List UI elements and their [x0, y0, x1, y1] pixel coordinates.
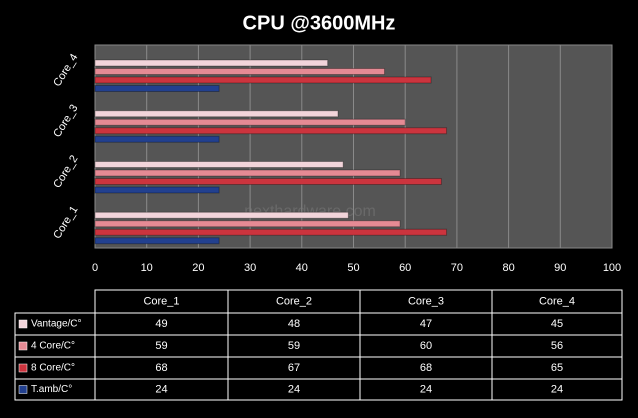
table-value: 67 [288, 362, 300, 374]
x-tick-label: 70 [451, 262, 463, 274]
table-header: Core_3 [408, 295, 444, 307]
table-value: 24 [288, 383, 300, 395]
bar [94, 85, 220, 92]
table-value: 45 [551, 318, 563, 330]
bar [94, 161, 344, 168]
table-value: 60 [420, 340, 432, 352]
x-tick-label: 90 [554, 262, 566, 274]
table-value: 59 [155, 340, 167, 352]
bar [94, 178, 442, 185]
table-value: 24 [551, 383, 563, 395]
legend-label: 4 Core/C° [31, 341, 75, 352]
x-tick-label: 100 [603, 262, 621, 274]
table-value: 65 [551, 362, 563, 374]
bar [94, 237, 220, 245]
table-value: 59 [288, 340, 300, 352]
table-value: 68 [420, 362, 432, 374]
x-tick-label: 30 [244, 262, 256, 274]
x-tick-label: 50 [347, 262, 359, 274]
table-value: 56 [551, 340, 563, 352]
chart-title: CPU @3600MHz [243, 12, 396, 34]
bar [94, 68, 386, 75]
bar [94, 211, 349, 219]
x-tick-label: 0 [92, 262, 98, 274]
table-value: 24 [155, 383, 167, 395]
bar [94, 220, 401, 228]
x-tick-label: 10 [141, 262, 153, 274]
x-tick-label: 60 [399, 262, 411, 274]
bar [94, 110, 339, 118]
table-value: 24 [420, 383, 432, 395]
x-tick-label: 40 [296, 262, 308, 274]
bar [94, 76, 432, 84]
legend-swatch [18, 385, 28, 394]
x-tick-label: 80 [502, 262, 514, 274]
table-header: Core_1 [143, 295, 179, 307]
bar [94, 127, 448, 135]
bar [94, 118, 406, 126]
legend-swatch [18, 363, 28, 373]
bar [94, 135, 220, 143]
table-value: 48 [288, 318, 300, 330]
table-value: 49 [155, 318, 167, 330]
bar [94, 186, 220, 194]
legend-swatch [18, 319, 28, 329]
legend-label: T.amb/C° [31, 384, 72, 395]
x-tick-label: 20 [192, 262, 204, 274]
legend-label: Vantage/C° [31, 319, 82, 330]
bar [94, 59, 329, 67]
legend-label: 8 Core/C° [31, 363, 75, 374]
bar [94, 169, 401, 177]
legend-swatch [18, 341, 28, 351]
table-value: 47 [420, 318, 432, 330]
bar [94, 228, 448, 236]
table-value: 68 [155, 362, 167, 374]
table-header: Core_2 [276, 295, 312, 307]
table-header: Core_4 [539, 295, 575, 307]
